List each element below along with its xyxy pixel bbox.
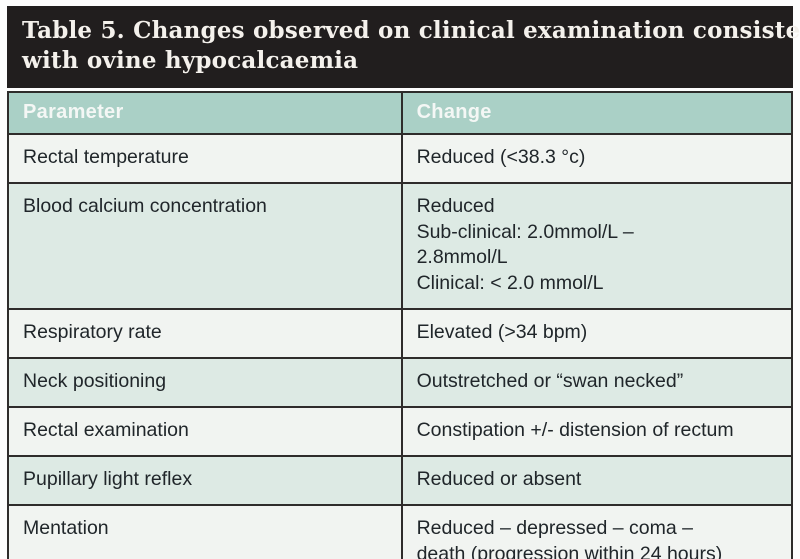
table-row-rectal-temperature: Rectal temperature Reduced (<38.3 °c)	[7, 132, 794, 184]
table-row-mentation: Mentation Reduced – depressed – coma – d…	[7, 504, 794, 559]
table-row-neck-positioning: Neck positioning Outstretched or “swan n…	[7, 357, 794, 409]
hypocalcaemia-table: Parameter Change Rectal temperature Redu…	[7, 90, 794, 559]
change-cell: Reduced Sub-clinical: 2.0mmol/L – 2.8mmo…	[400, 181, 794, 311]
change-cell: Outstretched or “swan necked”	[400, 357, 794, 409]
table-row-blood-calcium: Blood calcium concentration Reduced Sub-…	[7, 181, 794, 311]
parameter-cell: Respiratory rate	[7, 308, 403, 360]
change-cell: Reduced or absent	[400, 455, 794, 507]
table-title-line1: Table 5. Changes observed on clinical ex…	[22, 17, 800, 44]
table-title: Table 5. Changes observed on clinical ex…	[7, 6, 800, 88]
change-cell: Reduced – depressed – coma – death (prog…	[400, 504, 794, 559]
parameter-cell: Pupillary light reflex	[7, 455, 403, 507]
header-row: Parameter Change	[7, 90, 794, 135]
change-cell: Elevated (>34 bpm)	[400, 308, 794, 360]
table-row-respiratory-rate: Respiratory rate Elevated (>34 bpm)	[7, 308, 794, 360]
table-row-pupillary-light-reflex: Pupillary light reflex Reduced or absent	[7, 455, 794, 507]
table-title-line2: with ovine hypocalcaemia	[22, 47, 359, 75]
parameter-cell: Mentation	[7, 504, 403, 559]
column-header-change: Change	[400, 90, 794, 135]
parameter-cell: Rectal examination	[7, 406, 403, 458]
parameter-cell: Rectal temperature	[7, 132, 403, 184]
column-header-parameter: Parameter	[7, 90, 403, 135]
table-row-rectal-examination: Rectal examination Constipation +/- dist…	[7, 406, 794, 458]
change-cell: Reduced (<38.3 °c)	[400, 132, 794, 184]
change-cell: Constipation +/- distension of rectum	[400, 406, 794, 458]
parameter-cell: Blood calcium concentration	[7, 181, 403, 311]
parameter-cell: Neck positioning	[7, 357, 403, 409]
